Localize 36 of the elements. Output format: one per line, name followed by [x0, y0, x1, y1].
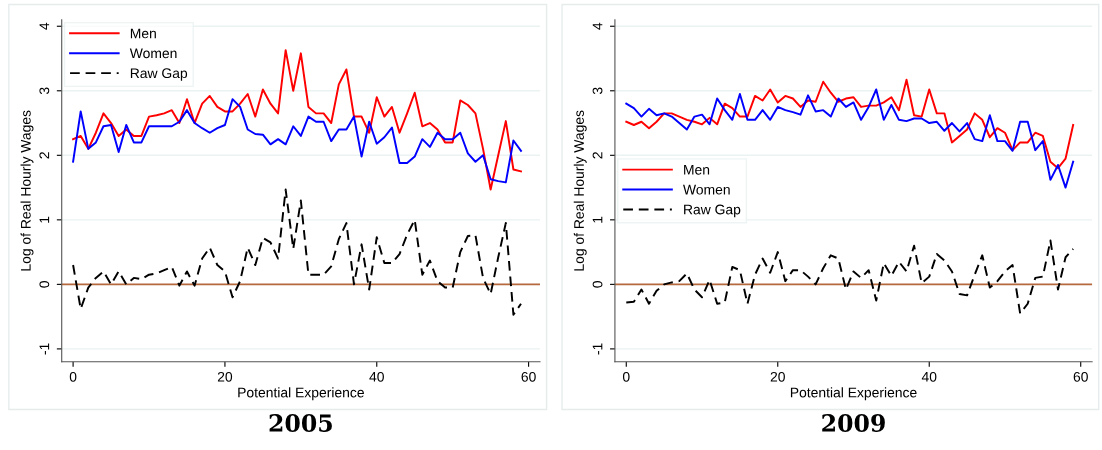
legend-label: Raw Gap — [130, 68, 188, 81]
x-tick-label: 60 — [521, 371, 536, 382]
line-series — [72, 49, 522, 191]
x-tick-label: 0 — [69, 371, 77, 382]
y-tick-label: 3 — [39, 87, 50, 95]
y-tick-label: 4 — [39, 22, 50, 30]
x-tick-label: 0 — [622, 371, 630, 382]
y-tick-label: -1 — [592, 343, 603, 355]
y-tick-label: 1 — [39, 216, 50, 223]
legend-label: Men — [130, 28, 156, 39]
x-tick-label: 60 — [1073, 371, 1088, 382]
y-tick-label: 0 — [39, 281, 50, 288]
line-series — [72, 98, 522, 184]
y-tick-label: 3 — [592, 87, 603, 95]
legend-label: Raw Gap — [684, 204, 741, 218]
y-tick-label: 0 — [592, 281, 603, 288]
x-tick-label: 40 — [369, 371, 384, 382]
text: 2005 — [269, 414, 332, 432]
legend-label: Men — [684, 164, 710, 175]
x-tick-label: 40 — [921, 371, 937, 382]
y-axis-title: Log of Real Hourly Wages — [573, 110, 587, 271]
x-tick-label: 20 — [770, 371, 785, 382]
line-series — [625, 239, 1075, 315]
y-axis-title: Log of Real Hourly Wages — [20, 110, 34, 271]
legend-label: Women — [683, 184, 730, 195]
y-tick-label: -1 — [39, 343, 50, 355]
y-tick-label: 2 — [592, 152, 603, 159]
text: 2009 — [822, 414, 885, 432]
x-tick-label: 20 — [217, 371, 233, 382]
y-tick-label: 4 — [592, 22, 603, 30]
legend-label: Women — [129, 48, 177, 59]
y-tick-label: 1 — [592, 216, 603, 223]
x-axis-title: Potential Experience — [790, 387, 917, 401]
y-tick-label: 2 — [39, 152, 50, 159]
x-axis-title: Potential Experience — [238, 387, 364, 401]
line-series — [72, 188, 522, 316]
